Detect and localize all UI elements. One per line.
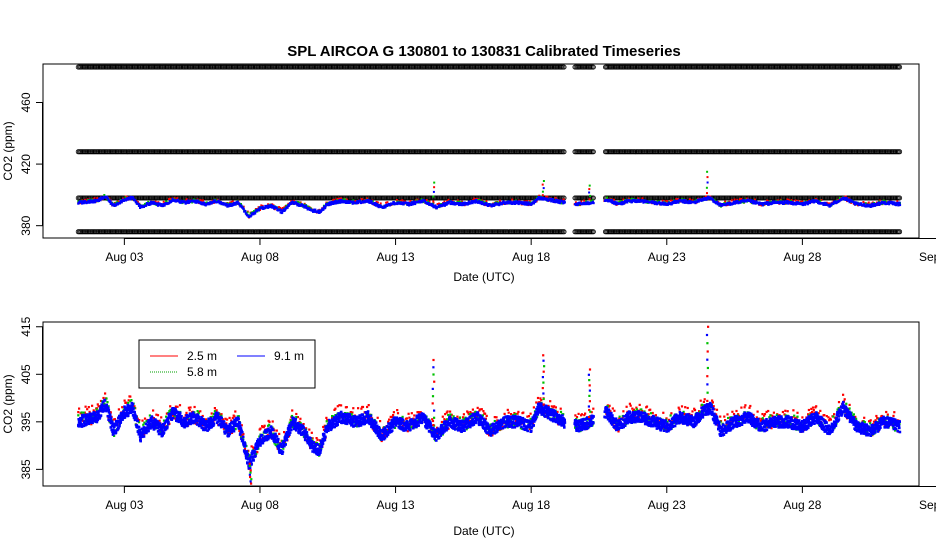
data-point bbox=[275, 206, 278, 209]
top-data-points bbox=[75, 64, 903, 235]
data-point bbox=[234, 203, 237, 206]
data-point bbox=[867, 201, 870, 204]
data-point bbox=[360, 198, 363, 200]
data-point bbox=[583, 199, 586, 202]
data-point bbox=[733, 198, 736, 201]
calibration-point bbox=[590, 229, 596, 235]
data-point bbox=[244, 210, 247, 213]
data-point bbox=[120, 201, 123, 204]
data-point bbox=[688, 198, 691, 201]
data-point bbox=[499, 199, 501, 202]
data-point bbox=[641, 197, 644, 200]
data-point bbox=[109, 199, 112, 202]
calibration-series-483 bbox=[75, 64, 903, 70]
data-point bbox=[99, 199, 102, 202]
data-point bbox=[730, 199, 733, 202]
calibration-series-428 bbox=[75, 149, 903, 155]
data-point bbox=[305, 204, 308, 208]
data-point bbox=[781, 200, 784, 203]
calibration-point bbox=[561, 229, 567, 235]
data-point bbox=[270, 203, 273, 207]
data-point bbox=[612, 198, 615, 201]
data-point bbox=[162, 200, 165, 203]
data-point bbox=[379, 202, 382, 205]
data-point bbox=[606, 196, 609, 199]
data-point bbox=[563, 201, 566, 204]
calibration-series-376 bbox=[75, 229, 903, 235]
data-point bbox=[202, 199, 204, 202]
data-point bbox=[213, 199, 216, 202]
data-point bbox=[242, 207, 245, 211]
data-point bbox=[558, 202, 561, 205]
data-point bbox=[370, 200, 373, 203]
chart-title: SPL AIRCOA G 130801 to 130831 Calibrated… bbox=[287, 43, 681, 60]
calibration-point bbox=[897, 229, 903, 235]
data-point bbox=[592, 202, 595, 205]
data-point bbox=[129, 198, 132, 201]
